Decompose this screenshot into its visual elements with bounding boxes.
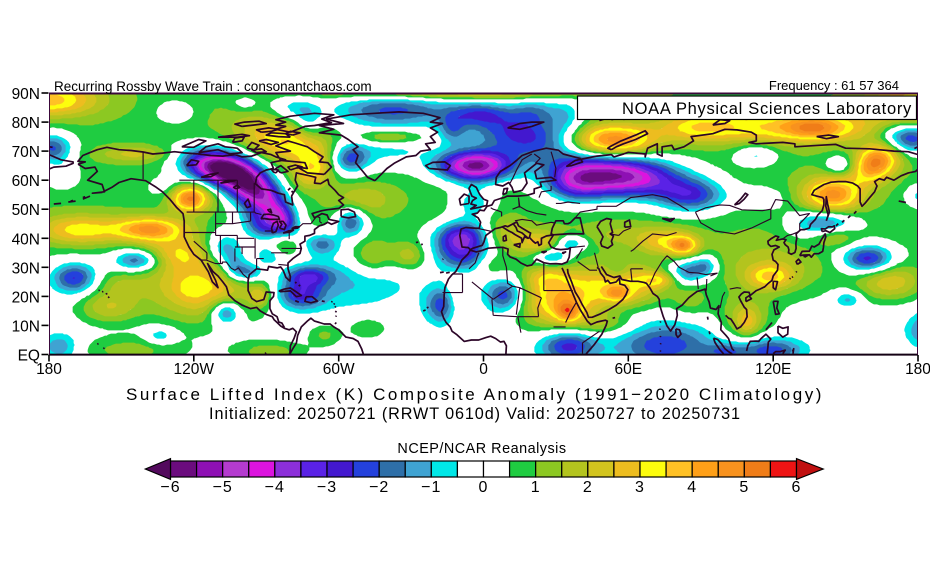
svg-text:1: 1 [531,479,541,496]
svg-text:Frequency : 61 57 364: Frequency : 61 57 364 [769,78,899,93]
svg-text:Recurring Rossby Wave Train :: Recurring Rossby Wave Train : consonantc… [54,79,372,94]
svg-text:4: 4 [687,479,697,496]
svg-text:−4: −4 [265,479,285,496]
svg-text:0: 0 [479,361,488,378]
svg-text:10N: 10N [12,318,40,335]
svg-text:EQ: EQ [18,348,40,365]
svg-text:70N: 70N [12,144,40,161]
svg-text:120W: 120W [174,361,215,378]
svg-text:−6: −6 [160,479,180,496]
svg-text:180: 180 [36,361,62,378]
svg-text:60E: 60E [615,361,643,378]
svg-text:3: 3 [635,479,645,496]
svg-text:5: 5 [739,479,749,496]
svg-text:60W: 60W [323,361,355,378]
svg-text:6: 6 [792,479,802,496]
svg-text:60N: 60N [12,173,40,190]
svg-text:Surface Lifted Index (K) Compo: Surface Lifted Index (K) Composite Anoma… [126,385,824,404]
svg-text:50N: 50N [12,202,40,219]
svg-text:NOAA Physical Sciences Laborat: NOAA Physical Sciences Laboratory [622,100,912,118]
svg-text:40N: 40N [12,231,40,248]
svg-text:80N: 80N [12,115,40,132]
svg-text:−3: −3 [317,479,337,496]
svg-text:20N: 20N [12,289,40,306]
svg-text:−2: −2 [369,479,389,496]
svg-text:2: 2 [583,479,593,496]
svg-text:180: 180 [905,361,930,378]
svg-text:120E: 120E [755,361,791,378]
svg-text:NCEP/NCAR Reanalysis: NCEP/NCAR Reanalysis [397,441,566,457]
svg-text:90N: 90N [12,86,40,103]
svg-text:−1: −1 [421,479,441,496]
svg-text:30N: 30N [12,260,40,277]
svg-text:−5: −5 [213,479,233,496]
svg-text:Initialized: 20250721 (RRWT 06: Initialized: 20250721 (RRWT 0610d) Valid… [209,405,741,423]
svg-text:0: 0 [479,479,489,496]
